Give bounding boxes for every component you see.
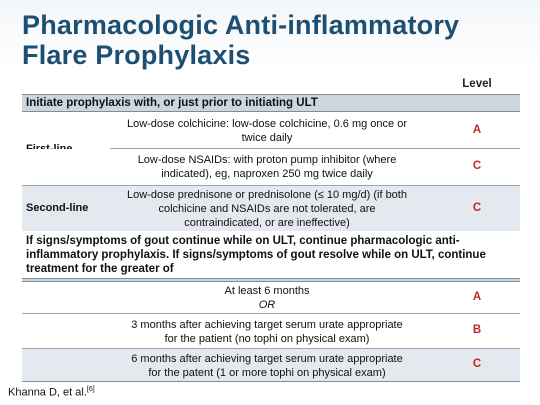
section-header-text: Initiate prophylaxis with, or just prior… — [26, 97, 318, 109]
table-row: Second-line Low-dose prednisone or predn… — [22, 185, 520, 231]
row-text-line: Low-dose colchicine: low-dose colchicine… — [126, 118, 408, 130]
divider — [110, 148, 520, 149]
level-value: A — [472, 291, 482, 303]
row-text-line: contraindicated, or are ineffective) — [184, 217, 350, 229]
table-row: At least 6 months OR A — [22, 283, 520, 313]
table-row: 6 months after achieving target serum ur… — [22, 348, 520, 382]
row-text: Low-dose prednisone or prednisolone (≤ 1… — [102, 188, 432, 230]
row-text-line: 3 months after achieving target serum ur… — [131, 319, 403, 331]
level-value: C — [472, 160, 482, 172]
row-text: 3 months after achieving target serum ur… — [102, 318, 432, 346]
row-text-line: indicated), eg, naproxen 250 mg twice da… — [161, 168, 373, 180]
table-row: Low-dose colchicine: low-dose colchicine… — [22, 113, 520, 148]
row-text-line: twice daily — [241, 132, 293, 144]
citation-text: Khanna D, et al. — [8, 386, 87, 399]
row-text: 6 months after achieving target serum ur… — [102, 352, 432, 380]
table-row: Low-dose NSAIDs: with proton pump inhibi… — [22, 149, 520, 184]
page-title: Pharmacologic Anti-inflammatory Flare Pr… — [22, 10, 522, 70]
citation-ref: [6] — [86, 386, 95, 393]
divider — [22, 313, 520, 314]
level-value: B — [472, 324, 482, 336]
row-text-line: OR — [258, 299, 276, 311]
paragraph-line: If signs/symptoms of gout continue while… — [26, 235, 460, 247]
row-text-line: Low-dose prednisone or prednisolone (≤ 1… — [127, 189, 407, 201]
row-text: Low-dose colchicine: low-dose colchicine… — [102, 117, 432, 145]
row-text-line: Low-dose NSAIDs: with proton pump inhibi… — [137, 154, 397, 166]
continuation-paragraph: If signs/symptoms of gout continue while… — [26, 234, 520, 276]
table-row: 3 months after achieving target serum ur… — [22, 314, 520, 348]
row-text-line: At least 6 months — [224, 285, 310, 297]
row-text-line: for the patient (no tophi on physical ex… — [164, 333, 370, 345]
section-divider-band — [22, 278, 520, 282]
level-value: C — [472, 202, 482, 214]
second-line-label: Second-line — [26, 202, 89, 214]
title-line-2: Flare Prophylaxis — [22, 40, 251, 70]
row-text: At least 6 months OR — [102, 284, 432, 312]
level-value: C — [472, 358, 482, 370]
level-column-header: Level — [462, 78, 492, 90]
paragraph-line: inflammatory prophylaxis. If signs/sympt… — [26, 249, 486, 261]
section-header-initiate: Initiate prophylaxis with, or just prior… — [22, 94, 520, 112]
citation: Khanna D, et al.[6] — [8, 386, 95, 399]
row-text-line: colchicine and NSAIDs are not tolerated,… — [158, 203, 376, 215]
level-value: A — [472, 124, 482, 136]
paragraph-line: treatment for the greater of — [26, 263, 174, 275]
row-text: Low-dose NSAIDs: with proton pump inhibi… — [102, 153, 432, 181]
row-text-line: 6 months after achieving target serum ur… — [131, 353, 403, 365]
row-text-line: for the patent (1 or more tophi on physi… — [148, 367, 386, 379]
title-line-1: Pharmacologic Anti-inflammatory — [22, 10, 460, 40]
